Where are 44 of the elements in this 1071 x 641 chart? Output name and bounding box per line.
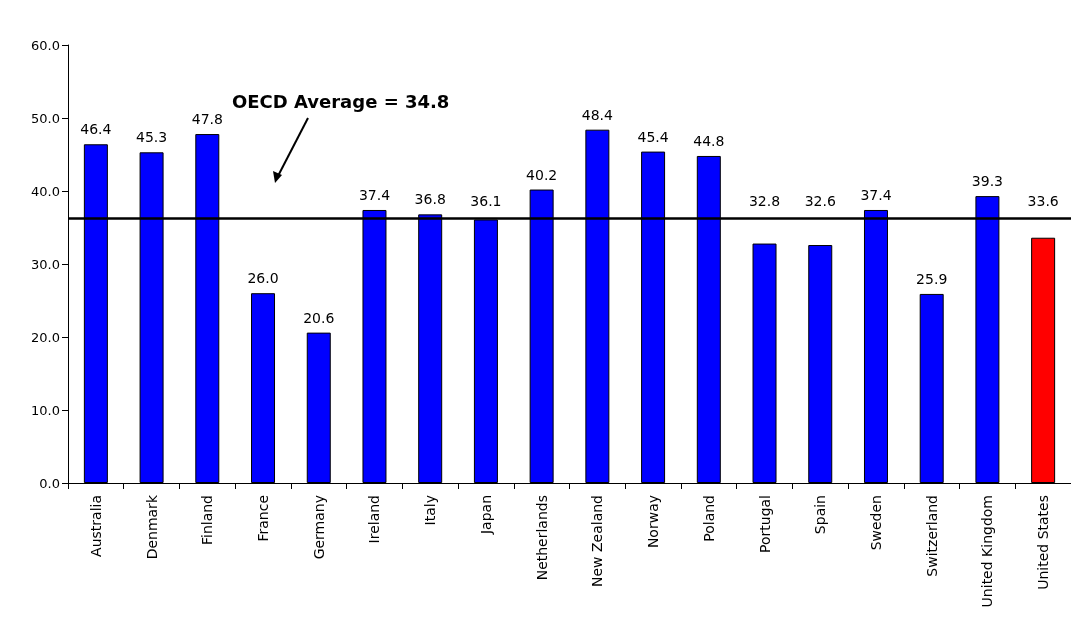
annotation: OECD Average = 34.8	[232, 90, 450, 112]
x-tick-label: France	[255, 495, 272, 542]
x-tick-label: United States	[1035, 495, 1052, 590]
data-label: 32.6	[804, 193, 836, 210]
y-tick-label: 20.0	[31, 329, 60, 345]
x-tick-label: Ireland	[366, 495, 383, 544]
x-tick-label: Portugal	[756, 495, 773, 553]
y-tick-label: 50.0	[31, 110, 60, 126]
data-label: 40.2	[526, 166, 558, 183]
data-label: 45.3	[136, 129, 168, 146]
x-tick-label: Spain	[812, 495, 829, 535]
x-tick-label: Netherlands	[533, 495, 550, 581]
y-tick-label: 60.0	[31, 37, 60, 53]
x-tick-label: New Zealand	[589, 495, 606, 587]
x-tick-label: Italy	[422, 495, 439, 526]
x-tick-label: Japan	[477, 495, 494, 536]
x-tick-label: Finland	[199, 495, 216, 546]
data-label: 47.8	[191, 111, 223, 128]
x-tick-label: Sweden	[867, 495, 884, 551]
y-tick-label: 30.0	[31, 256, 60, 272]
x-tick-label: Switzerland	[923, 495, 940, 577]
x-tick-label: Poland	[700, 495, 717, 542]
data-label: 20.6	[303, 309, 335, 326]
data-label: 32.8	[748, 193, 781, 210]
x-tick-label: Norway	[645, 495, 662, 549]
x-tick-label: United Kingdom	[979, 495, 996, 608]
y-tick-label: 10.0	[31, 402, 60, 418]
x-tick-label: Denmark	[143, 494, 160, 560]
data-label: 36.8	[414, 191, 446, 208]
data-label: 26.0	[247, 270, 279, 287]
y-tick-label: 40.0	[31, 183, 60, 199]
data-label: 44.8	[693, 132, 725, 149]
x-tick-label: Germany	[310, 495, 327, 560]
data-label: 33.6	[1027, 193, 1059, 210]
data-label: 37.4	[860, 186, 892, 203]
data-label: 39.3	[971, 173, 1003, 190]
data-label: 46.4	[80, 121, 112, 138]
data-label: 48.4	[581, 106, 614, 123]
data-label: 36.1	[470, 193, 502, 210]
data-label: 37.4	[358, 186, 391, 203]
data-label: 25.9	[916, 270, 948, 287]
x-tick-label: Australia	[87, 495, 104, 557]
data-label: 45.4	[637, 128, 669, 145]
y-tick-label: 0.0	[39, 475, 60, 491]
